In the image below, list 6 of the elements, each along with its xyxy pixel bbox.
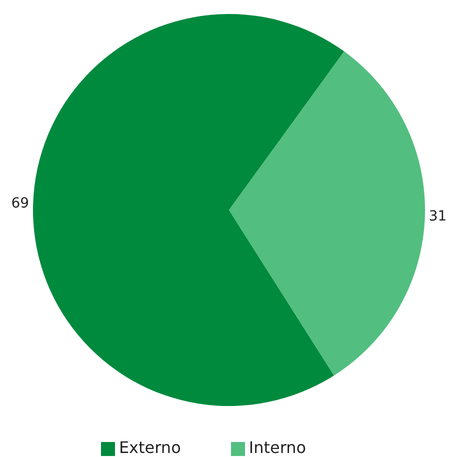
data-label: 31	[428, 208, 447, 224]
pie-slice	[229, 51, 425, 376]
pie-slice	[33, 14, 344, 406]
data-label: 69	[11, 196, 30, 212]
legend-label: Interno	[248, 438, 306, 457]
legend-label: Externo	[118, 438, 181, 457]
